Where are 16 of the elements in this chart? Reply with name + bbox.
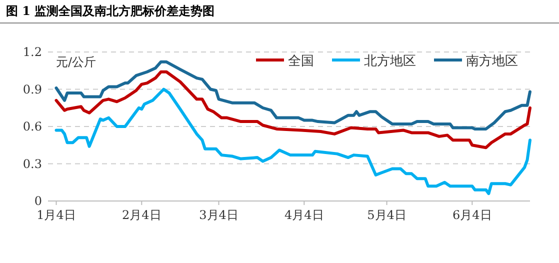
y-tick-label: 0 [34,194,42,208]
legend-label: 北方地区 [364,53,416,69]
x-tick-label: 1月4日 [36,208,76,222]
y-tick-label: 1.2 [22,45,42,59]
legend-label: 全国 [288,54,314,69]
x-tick-label: 5月4日 [367,208,406,222]
chart-title: 图 1 监测全国及南北方肥标价差走势图 [6,4,215,18]
y-tick-label: 0.3 [22,156,42,171]
y-tick-label: 0.6 [22,120,42,134]
y-tick-label: 0.9 [22,82,42,96]
legend-label: 南方地区 [466,53,518,69]
x-tick-label: 3月4日 [199,208,238,222]
x-tick-label: 6月4日 [452,208,492,222]
y-axis-title: 元/公斤 [56,55,96,69]
x-tick-label: 4月4日 [284,208,324,222]
x-tick-label: 2月4日 [122,208,162,222]
